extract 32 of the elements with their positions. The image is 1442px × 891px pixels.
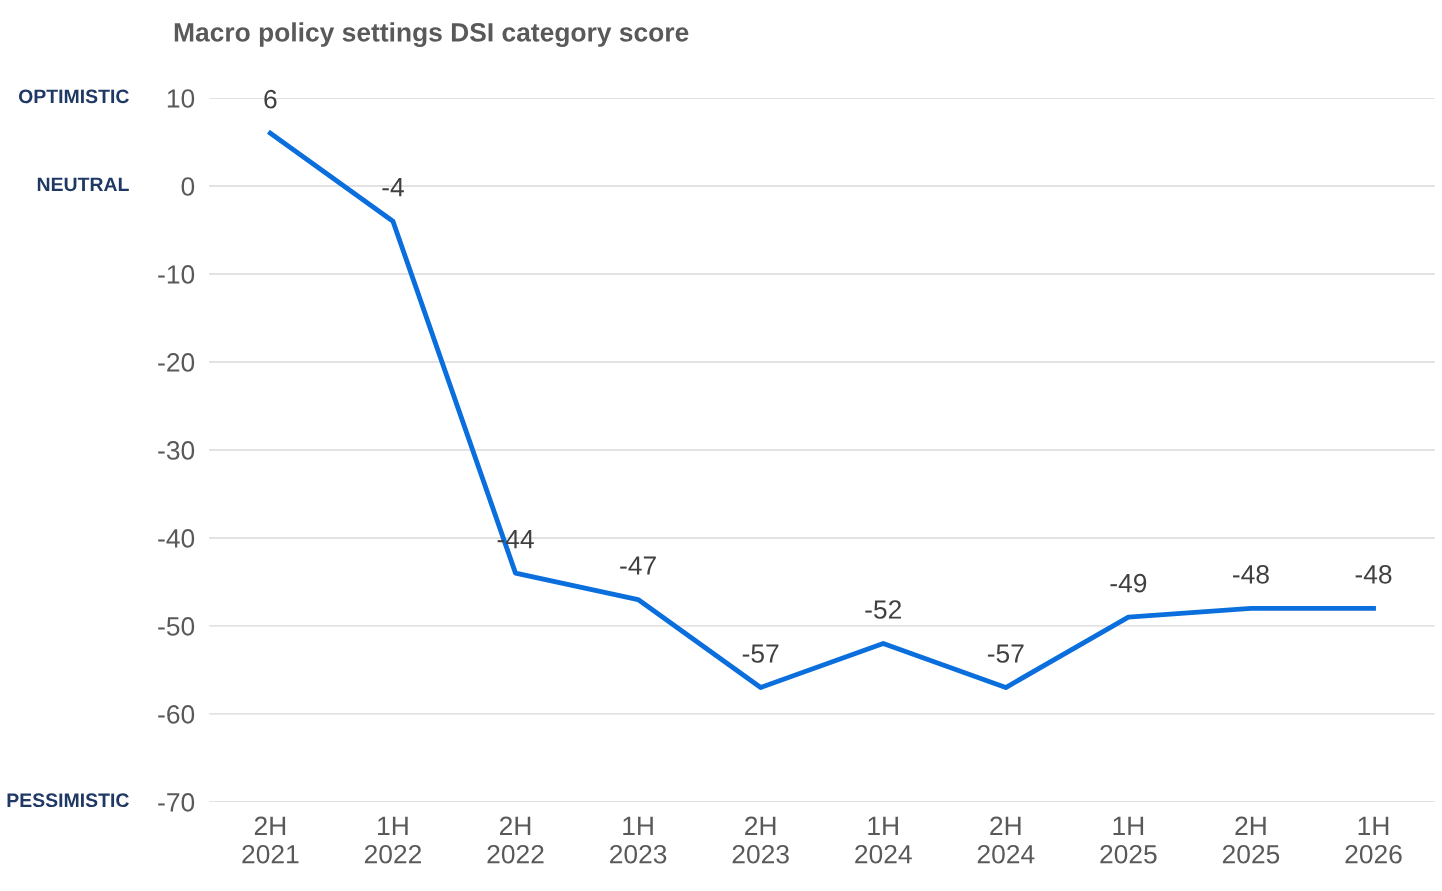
y-tick-label: -30 bbox=[158, 441, 195, 460]
x-tick-label: 2H 2022 bbox=[487, 816, 544, 864]
data-label: -52 bbox=[865, 600, 901, 619]
data-label: -47 bbox=[620, 556, 656, 575]
data-label: -48 bbox=[1355, 564, 1392, 584]
data-label: -49 bbox=[1110, 573, 1147, 593]
x-tick-label: 1H 2024 bbox=[855, 816, 912, 864]
data-label: -4 bbox=[382, 178, 404, 197]
x-tick-label: 1H 2022 bbox=[364, 816, 421, 864]
x-tick-label: 1H 2023 bbox=[610, 816, 667, 864]
data-label: -57 bbox=[742, 644, 779, 663]
x-tick-label: 1H 2025 bbox=[1100, 816, 1157, 864]
data-label: -57 bbox=[987, 644, 1024, 663]
y-tick-label: 0 bbox=[181, 177, 195, 196]
data-label: -48 bbox=[1233, 564, 1269, 584]
y-tick-label: -10 bbox=[158, 265, 195, 284]
x-tick-label: 2H 2024 bbox=[977, 816, 1035, 864]
x-tick-label: 2H 2025 bbox=[1222, 816, 1280, 864]
text: PESSIMISTIC bbox=[7, 793, 129, 808]
y-tick-label: -60 bbox=[158, 705, 195, 724]
x-tick-label: 2H 2023 bbox=[732, 816, 789, 864]
y-tick-label: 10 bbox=[167, 89, 195, 108]
y-tick-label: -50 bbox=[158, 617, 195, 636]
chart-title: Macro policy settings DSI category score bbox=[174, 22, 689, 47]
data-label: 6 bbox=[264, 89, 277, 109]
x-tick-label: 2H 2021 bbox=[242, 816, 299, 864]
text: NEUTRAL bbox=[37, 177, 129, 192]
y-tick-label: -40 bbox=[158, 529, 195, 548]
y-tick-label: -20 bbox=[158, 353, 195, 372]
text: OPTIMISTIC bbox=[18, 89, 129, 104]
x-tick-label: 1H 2026 bbox=[1345, 816, 1402, 864]
y-tick-label: -70 bbox=[158, 793, 195, 812]
